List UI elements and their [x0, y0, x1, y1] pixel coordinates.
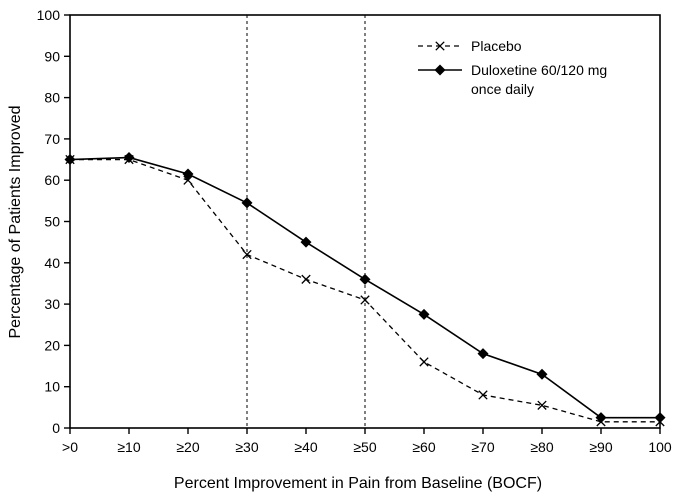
legend-marker-sample	[435, 41, 445, 51]
y-axis-title: Percentage of Patients Improved	[7, 105, 24, 338]
x-tick-label: ≥30	[235, 439, 258, 455]
y-tick-label: 70	[44, 131, 60, 147]
x-tick-label: >0	[62, 439, 78, 455]
x-tick-label: ≥50	[353, 439, 376, 455]
y-tick-label: 80	[44, 90, 60, 106]
x-tick-label: ≥10	[117, 439, 140, 455]
y-tick-label: 90	[44, 48, 60, 64]
x-axis-title: Percent Improvement in Pain from Baselin…	[174, 475, 542, 492]
series-marker	[536, 368, 548, 380]
series-marker	[595, 412, 607, 424]
series-marker	[418, 308, 430, 320]
x-tick-label: ≥20	[176, 439, 199, 455]
x-tick-label: ≥80	[530, 439, 553, 455]
legend-label: once daily	[471, 81, 534, 97]
x-tick-label: ≥40	[294, 439, 317, 455]
x-tick-label: ≥60	[412, 439, 435, 455]
x-tick-label: ≥70	[471, 439, 494, 455]
series-marker	[477, 348, 489, 360]
y-tick-label: 50	[44, 214, 60, 230]
series-marker	[360, 295, 370, 305]
series-marker	[654, 412, 666, 424]
legend-label: Placebo	[471, 38, 522, 54]
series-marker	[301, 274, 311, 284]
series-marker	[359, 273, 371, 285]
x-tick-label: ≥90	[589, 439, 612, 455]
y-tick-label: 30	[44, 296, 60, 312]
plot-area: 0 10 20 30 40 50 60 70 80 90 100 >0 ≥10 ≥20 ≥30 ≥40 ≥50 ≥…	[37, 7, 672, 455]
y-tick-label: 10	[44, 379, 60, 395]
y-tick-label: 20	[44, 337, 60, 353]
y-tick-label: 40	[44, 255, 60, 271]
y-tick-label: 100	[37, 7, 61, 23]
series-marker	[64, 154, 76, 166]
series-marker	[242, 249, 252, 260]
x-tick-label: 100	[648, 439, 672, 455]
series-marker	[241, 197, 253, 209]
y-tick-label: 60	[44, 172, 60, 188]
series-marker	[537, 400, 547, 410]
series-marker	[478, 390, 488, 400]
series-marker	[300, 236, 312, 248]
series-marker	[123, 151, 135, 163]
series-marker	[419, 357, 429, 367]
series-marker	[182, 168, 194, 180]
series-marker	[183, 175, 193, 185]
y-tick-label: 0	[52, 420, 60, 436]
legend-marker-sample	[434, 64, 446, 76]
legend-label: Duloxetine 60/120 mg	[471, 62, 607, 78]
